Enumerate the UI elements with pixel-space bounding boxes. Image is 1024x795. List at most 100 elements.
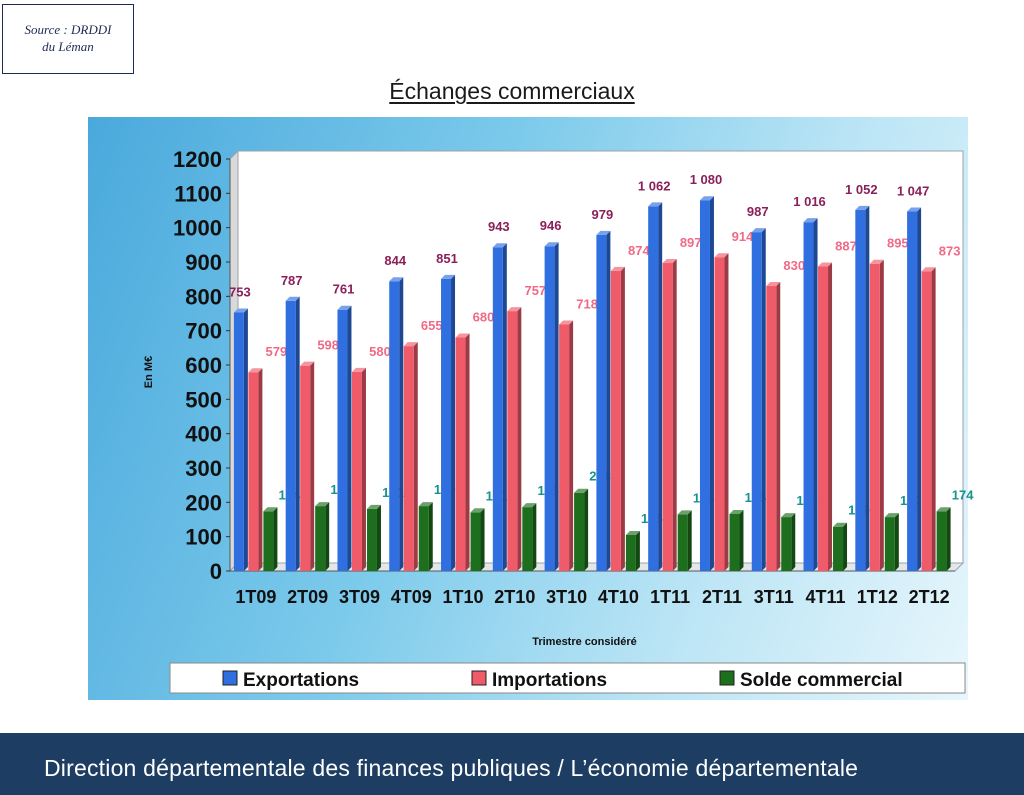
legend-label: Importations xyxy=(492,670,607,691)
bar-side xyxy=(347,305,352,571)
bar-side xyxy=(917,207,922,571)
bar-top xyxy=(751,228,766,233)
data-label: 830 xyxy=(783,258,805,273)
bar xyxy=(921,271,932,571)
bar-side xyxy=(502,243,507,571)
bar-top xyxy=(936,507,951,512)
bar xyxy=(714,257,725,571)
bar-side xyxy=(894,513,899,571)
bar-side xyxy=(413,342,418,571)
bar-top xyxy=(699,196,714,201)
x-tick-label: 1T09 xyxy=(235,587,276,607)
bar xyxy=(729,514,740,571)
bar-top xyxy=(648,202,663,207)
bar xyxy=(833,526,844,571)
bar-side xyxy=(606,230,611,572)
bar-top xyxy=(248,368,263,373)
bar xyxy=(610,270,621,571)
bar-top xyxy=(803,218,818,223)
bar-side xyxy=(554,242,559,571)
data-label: 943 xyxy=(488,219,510,234)
bar-side xyxy=(658,202,663,571)
bar xyxy=(300,365,311,571)
bar-top xyxy=(470,508,485,513)
bar xyxy=(441,278,452,571)
bar xyxy=(455,337,466,571)
data-label: 1 016 xyxy=(793,194,826,209)
bar-top xyxy=(855,205,870,210)
bar xyxy=(248,372,259,571)
bar xyxy=(507,311,518,571)
bar-side xyxy=(399,277,404,571)
bar xyxy=(544,246,555,571)
bar-side xyxy=(465,333,470,571)
bar-top xyxy=(574,488,589,493)
bar-top xyxy=(522,503,537,508)
bar-side xyxy=(931,267,936,571)
bar-top xyxy=(625,530,640,535)
y-tick-label: 400 xyxy=(185,422,222,447)
bar-side xyxy=(258,368,263,571)
data-label: 757 xyxy=(524,283,546,298)
bar xyxy=(337,309,348,571)
bar xyxy=(625,534,636,571)
footer-text: Direction départementale des finances pu… xyxy=(44,755,859,781)
y-tick-label: 800 xyxy=(185,284,222,309)
bar-top xyxy=(315,502,330,507)
bar xyxy=(907,211,918,571)
bar xyxy=(263,511,274,571)
bar-top xyxy=(610,266,625,271)
bar-side xyxy=(620,266,625,571)
bar-top xyxy=(677,510,692,515)
bar-top xyxy=(403,342,418,347)
y-tick-label: 900 xyxy=(185,250,222,275)
bar-side xyxy=(376,504,381,571)
x-tick-label: 1T11 xyxy=(650,587,690,607)
data-label: 761 xyxy=(333,282,355,297)
bar xyxy=(884,517,895,571)
bar-side xyxy=(325,502,330,571)
bar-top xyxy=(544,242,559,247)
bar-top xyxy=(781,513,796,518)
bar-side xyxy=(517,307,522,571)
data-label: 680 xyxy=(473,310,495,325)
bar-side xyxy=(879,259,884,571)
y-tick-label: 500 xyxy=(185,387,222,412)
data-label: 897 xyxy=(680,235,702,250)
bar-side xyxy=(843,522,848,571)
bar-top xyxy=(921,267,936,272)
bar-chart: 0 100 200 300 400 500 600 700 800 900 1000 1100 1200… xyxy=(143,147,974,694)
data-label: 718 xyxy=(576,296,598,311)
bar-top xyxy=(559,320,574,325)
bar-side xyxy=(480,508,485,571)
bar xyxy=(403,346,414,571)
legend-swatch xyxy=(471,670,487,686)
bar-side xyxy=(865,205,870,571)
bar-side xyxy=(532,503,537,571)
bar xyxy=(351,371,362,571)
footer-bar: Direction départementale des finances pu… xyxy=(0,733,1024,795)
chart-title: Échanges commerciaux xyxy=(389,78,635,104)
bar xyxy=(936,511,947,571)
data-label: 873 xyxy=(939,243,961,258)
bar-top xyxy=(351,367,366,372)
bar-side xyxy=(776,282,781,571)
bar xyxy=(818,266,829,571)
source-line-2: du Léman xyxy=(42,39,94,54)
data-label: 1 062 xyxy=(638,178,671,193)
bar xyxy=(315,506,326,571)
bar-side xyxy=(687,510,692,571)
legend-box xyxy=(169,662,966,694)
x-tick-label: 4T10 xyxy=(598,587,639,607)
bar-top xyxy=(455,333,470,338)
x-tick-label: 1T10 xyxy=(443,587,484,607)
bar-side xyxy=(791,513,796,571)
y-tick-label: 600 xyxy=(185,353,222,378)
bar-side xyxy=(761,228,766,571)
bar xyxy=(389,281,400,571)
bar-side xyxy=(310,361,315,571)
data-label: 580 xyxy=(369,344,391,359)
y-tick-label: 1100 xyxy=(174,181,222,206)
bar-side xyxy=(243,308,248,571)
y-tick-label: 700 xyxy=(185,319,222,344)
